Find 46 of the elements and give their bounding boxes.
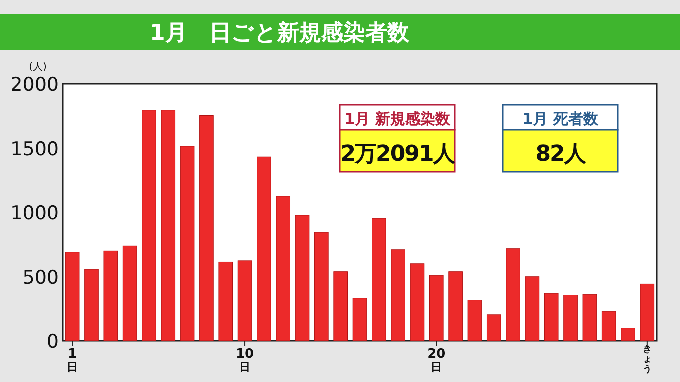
annotation: 82人 xyxy=(536,142,588,167)
bar xyxy=(564,295,578,342)
annotation: 1月 新規感染数 xyxy=(344,110,452,128)
bar xyxy=(104,250,118,342)
x-tick-label: 1日 xyxy=(67,347,78,374)
bar xyxy=(142,110,156,342)
bar xyxy=(295,215,310,342)
bar xyxy=(257,156,272,342)
bar xyxy=(621,328,636,342)
bar xyxy=(276,196,291,342)
bar xyxy=(161,110,176,342)
y-tick-label: 500 xyxy=(22,266,59,289)
bar xyxy=(84,269,99,342)
annotation: 2万2091人 xyxy=(340,142,456,167)
bar xyxy=(486,314,502,342)
bar xyxy=(525,276,540,342)
annotation: 1月 死者数 xyxy=(522,110,600,128)
bar xyxy=(448,272,463,342)
y-tick-label: 2000 xyxy=(10,74,59,96)
bar xyxy=(602,311,616,342)
bar xyxy=(410,264,425,342)
bar xyxy=(429,275,444,342)
bar xyxy=(582,294,598,342)
y-axis-title: (人) xyxy=(29,62,47,73)
bar xyxy=(640,284,655,342)
bar xyxy=(468,300,482,342)
y-tick-label: 1500 xyxy=(10,138,59,160)
bar xyxy=(200,115,214,342)
bar xyxy=(65,252,80,342)
y-tick-label: 1000 xyxy=(10,202,59,224)
bar xyxy=(544,293,559,342)
title: 1月 日ごと新規感染者数 xyxy=(150,21,410,46)
bar xyxy=(122,246,138,342)
bar xyxy=(314,232,329,342)
bar xyxy=(218,262,234,342)
bar xyxy=(352,298,368,342)
bar xyxy=(180,146,195,342)
bar xyxy=(372,218,386,342)
bar xyxy=(506,248,520,342)
x-tick-label: 20日 xyxy=(428,347,446,374)
bar xyxy=(238,260,252,342)
y-tick-label: 0 xyxy=(46,331,59,353)
x-tick-label: 10日 xyxy=(236,347,254,374)
x-tick-label: きょう xyxy=(642,345,652,375)
bar xyxy=(391,250,406,342)
bar xyxy=(334,272,348,342)
